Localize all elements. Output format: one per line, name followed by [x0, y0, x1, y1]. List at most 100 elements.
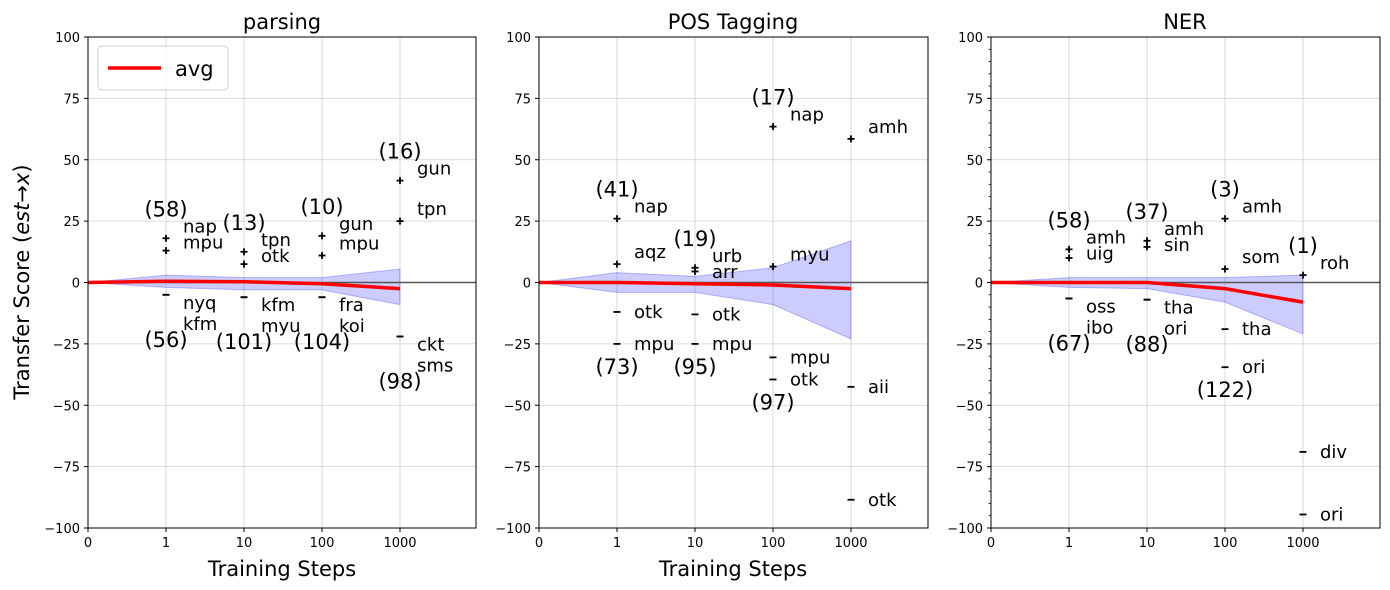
count-positive: (1) — [1288, 234, 1318, 258]
data-point: nap — [162, 216, 217, 242]
y-tick-label: −50 — [956, 399, 983, 414]
y-tick-label: −75 — [53, 461, 80, 476]
y-tick-label: −75 — [504, 461, 531, 476]
y-tick-label: 50 — [514, 154, 531, 169]
point-label: sms — [417, 356, 453, 377]
data-point: otk — [613, 302, 663, 323]
x-tick-label: 10 — [687, 536, 704, 551]
x-tick-label: 1 — [162, 536, 170, 551]
panel-title: NER — [1163, 10, 1207, 34]
x-axis-label: Training Steps — [658, 557, 807, 581]
data-point: otk — [691, 304, 741, 325]
avg-line — [539, 280, 852, 291]
count-negative: (98) — [378, 370, 421, 394]
y-tick-label: 25 — [514, 215, 531, 230]
point-label: gun — [339, 214, 373, 235]
point-label: som — [1242, 247, 1280, 268]
count-positive: (13) — [222, 211, 265, 235]
y-tick-label: 75 — [514, 92, 531, 107]
point-label: otk — [712, 304, 741, 325]
count-negative: (73) — [595, 355, 638, 379]
data-point: aqz — [613, 242, 666, 268]
y-tick-label: 75 — [966, 92, 983, 107]
point-label: aqz — [634, 242, 666, 263]
data-point: myu — [240, 296, 301, 337]
panel-title: POS Tagging — [668, 10, 799, 34]
x-tick-label: 1 — [1065, 536, 1073, 551]
count-negative: (104) — [294, 330, 350, 354]
data-point: ori — [1299, 504, 1343, 525]
x-tick-label: 1000 — [834, 536, 867, 551]
x-tick-label: 0 — [987, 536, 995, 551]
point-label: koi — [339, 316, 365, 337]
point-label: urb — [712, 246, 742, 267]
point-label: ckt — [417, 335, 444, 356]
data-point: tpn — [240, 230, 291, 256]
x-tick-label: 10 — [236, 536, 253, 551]
count-negative: (97) — [751, 390, 794, 414]
point-label: amh — [868, 117, 908, 138]
point-label: kfm — [183, 314, 217, 335]
x-tick-label: 0 — [535, 536, 543, 551]
y-tick-label: 50 — [63, 154, 80, 169]
data-point: tha — [1143, 298, 1194, 319]
legend: avg — [97, 45, 229, 91]
data-point: ibo — [1065, 297, 1113, 338]
count-positive: (16) — [378, 140, 421, 164]
point-label: nap — [183, 216, 217, 237]
data-point: tha — [1221, 319, 1272, 340]
data-point: nyq — [162, 293, 217, 314]
data-point: amh — [1065, 227, 1126, 253]
point-label: tpn — [417, 199, 447, 220]
point-label: gun — [417, 159, 451, 180]
x-axis-label: Training Steps — [207, 557, 356, 581]
x-tick-label: 1 — [613, 536, 621, 551]
data-point: amh — [1221, 197, 1282, 223]
y-tick-label: 0 — [523, 277, 531, 292]
point-label: sin — [1164, 235, 1190, 256]
data-point: oss — [1065, 296, 1116, 317]
data-point: aii — [847, 377, 889, 398]
data-point: mpu — [318, 233, 379, 259]
count-negative: (122) — [1197, 378, 1253, 402]
point-label: oss — [1086, 296, 1116, 317]
data-point: nap — [769, 105, 824, 131]
data-point: ori — [1143, 298, 1187, 340]
x-tick-label: 100 — [1213, 536, 1238, 551]
y-tick-label: −25 — [53, 338, 80, 353]
avg-line — [87, 279, 401, 291]
data-point: mpu — [691, 334, 752, 355]
y-tick-label: 50 — [966, 154, 983, 169]
data-point: otk — [769, 369, 819, 390]
panel-pos-tagging: POS Tagging Training Steps napaqzotkmpuu… — [495, 10, 929, 581]
count-negative: (88) — [1125, 333, 1168, 357]
point-label: myu — [790, 245, 830, 266]
point-label: fra — [339, 295, 364, 316]
count-negative: (95) — [673, 355, 716, 379]
y-tick-label: −100 — [44, 522, 80, 537]
data-point: roh — [1299, 253, 1349, 279]
count-positive: (58) — [144, 197, 187, 221]
data-point: amh — [1143, 219, 1204, 245]
point-label: mpu — [712, 334, 752, 355]
data-point: kfm — [162, 293, 217, 335]
data-point: tpn — [396, 199, 447, 225]
point-label: myu — [261, 316, 301, 337]
y-tick-label: 100 — [506, 31, 531, 46]
data-point: otk — [240, 246, 290, 268]
data-point: nap — [613, 197, 668, 223]
count-positive: (10) — [300, 195, 343, 219]
y-tick-label: −100 — [495, 522, 531, 537]
point-label: mpu — [183, 232, 223, 253]
y-tick-label: −25 — [504, 338, 531, 353]
x-tick-label: 100 — [310, 536, 335, 551]
data-point: sin — [1143, 235, 1190, 256]
point-label: amh — [1242, 197, 1282, 218]
point-label: tpn — [261, 230, 291, 251]
x-tick-label: 1000 — [1286, 536, 1319, 551]
avg-line — [991, 280, 1304, 304]
std-band — [538, 240, 852, 340]
data-point: otk — [847, 490, 897, 511]
count-negative: (56) — [144, 328, 187, 352]
y-tick-label: −75 — [956, 461, 983, 476]
